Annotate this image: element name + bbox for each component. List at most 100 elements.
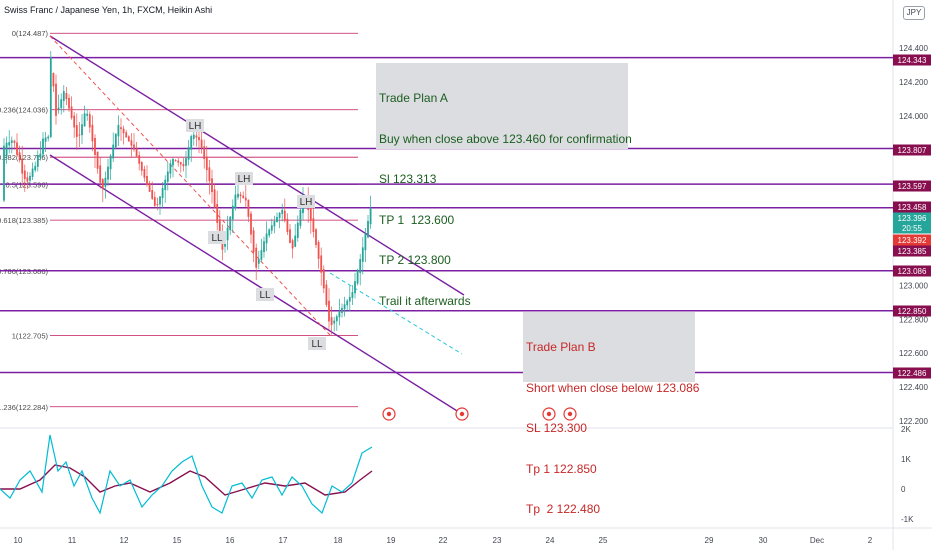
- candle: [159, 196, 161, 215]
- candle-body: [211, 178, 213, 193]
- candle-body: [179, 162, 182, 165]
- candle-body: [140, 162, 143, 171]
- candle-body: [283, 210, 286, 221]
- candle-body: [135, 148, 138, 157]
- candle: [23, 164, 26, 193]
- candle: [166, 161, 169, 191]
- candle-body: [112, 144, 115, 159]
- candle-body: [68, 97, 70, 109]
- pivot-label[interactable]: LL: [308, 337, 326, 350]
- fib-level-label: 1(122.705): [12, 331, 49, 340]
- note-line: Sl 123.313: [379, 172, 437, 186]
- economic-event-icon[interactable]: [542, 407, 556, 421]
- pivot-label-text: LL: [259, 290, 271, 301]
- note-line: Short when close below 123.086: [526, 380, 700, 395]
- candle: [10, 136, 13, 154]
- candle-body: [57, 107, 60, 110]
- economic-event-icon[interactable]: [563, 407, 577, 421]
- candle-body: [81, 124, 83, 136]
- candle: [70, 96, 73, 120]
- economic-event-icon[interactable]: [455, 407, 469, 421]
- price-tag: 123.385: [893, 245, 931, 257]
- candles[interactable]: [3, 50, 372, 335]
- candle-body: [263, 241, 265, 253]
- price-tag: 123.458: [893, 201, 931, 213]
- candle-body: [164, 179, 167, 191]
- pivot-label-text: LH: [238, 174, 251, 185]
- candle: [153, 191, 156, 208]
- price-tag: 20:55: [893, 222, 931, 234]
- economic-event-icon[interactable]: [382, 407, 396, 421]
- candle: [281, 203, 284, 222]
- candle-body: [13, 140, 16, 143]
- candle: [34, 161, 37, 173]
- candle-body: [174, 160, 177, 162]
- candle: [231, 199, 234, 233]
- candle: [216, 190, 219, 231]
- price-tag: 123.396: [893, 212, 931, 224]
- candle: [94, 134, 96, 168]
- pivot-label[interactable]: LH: [235, 172, 253, 185]
- descending-channel[interactable]: [49, 35, 465, 415]
- candle: [348, 285, 351, 312]
- candle-body: [309, 207, 312, 221]
- price-tag-bg: [893, 245, 931, 257]
- candle-body: [23, 170, 26, 180]
- candle: [351, 284, 354, 306]
- trade-plan-a-note[interactable]: Trade Plan A Buy when close above 123.46…: [376, 63, 632, 307]
- candle-body: [18, 152, 21, 161]
- candle-body: [190, 136, 193, 150]
- oscillator-pane[interactable]: 2K 1K 0 -1K: [0, 425, 914, 524]
- candle: [18, 145, 21, 163]
- candle-body: [161, 188, 164, 198]
- candle-body: [88, 114, 91, 128]
- candle: [239, 191, 242, 204]
- price-tag-bg: [893, 367, 931, 379]
- candle: [65, 86, 68, 106]
- candle: [322, 265, 325, 294]
- candle: [276, 212, 278, 223]
- trade-plan-b-note[interactable]: Trade Plan B Short when close below 123.…: [523, 312, 699, 516]
- time-tick-label: 18: [334, 536, 343, 545]
- candle: [247, 199, 250, 223]
- candle-body: [312, 218, 315, 232]
- price-tick-label: 122.600: [899, 349, 928, 358]
- pivot-label[interactable]: LH: [297, 195, 315, 208]
- pivot-label[interactable]: LL: [256, 288, 274, 301]
- osc-axis-label: 0: [901, 485, 906, 494]
- candle-body: [146, 176, 148, 185]
- candle: [205, 145, 208, 183]
- candle: [257, 250, 260, 270]
- candle: [291, 238, 294, 259]
- candle-body: [255, 247, 258, 268]
- price-tag: 124.343: [893, 54, 931, 66]
- event-dot: [567, 411, 573, 417]
- candle-body: [257, 258, 260, 264]
- price-tag: 123.392: [893, 234, 931, 246]
- candle: [174, 159, 177, 162]
- candle: [3, 138, 5, 203]
- event-dot: [546, 411, 552, 417]
- candle-body: [75, 125, 78, 137]
- candle: [39, 141, 42, 161]
- candle: [294, 224, 297, 248]
- candle-body: [96, 151, 99, 169]
- candle-body: [205, 156, 208, 171]
- candle: [369, 195, 372, 229]
- pivot-label[interactable]: LH: [186, 119, 204, 132]
- candle-body: [122, 128, 125, 134]
- currency-badge[interactable]: JPY: [903, 6, 925, 20]
- candle-body: [218, 219, 221, 239]
- pivot-label[interactable]: LL: [208, 231, 226, 244]
- pivot-label-text: LH: [189, 121, 202, 132]
- candle: [211, 169, 213, 204]
- candle: [283, 198, 286, 223]
- osc-axis-label: -1K: [901, 515, 914, 524]
- price-tag-text: 122.486: [898, 369, 927, 378]
- candle-body: [296, 222, 299, 238]
- candle: [135, 141, 138, 158]
- candle: [278, 212, 281, 229]
- candle-body: [104, 177, 107, 187]
- time-tick-label: 11: [68, 536, 77, 545]
